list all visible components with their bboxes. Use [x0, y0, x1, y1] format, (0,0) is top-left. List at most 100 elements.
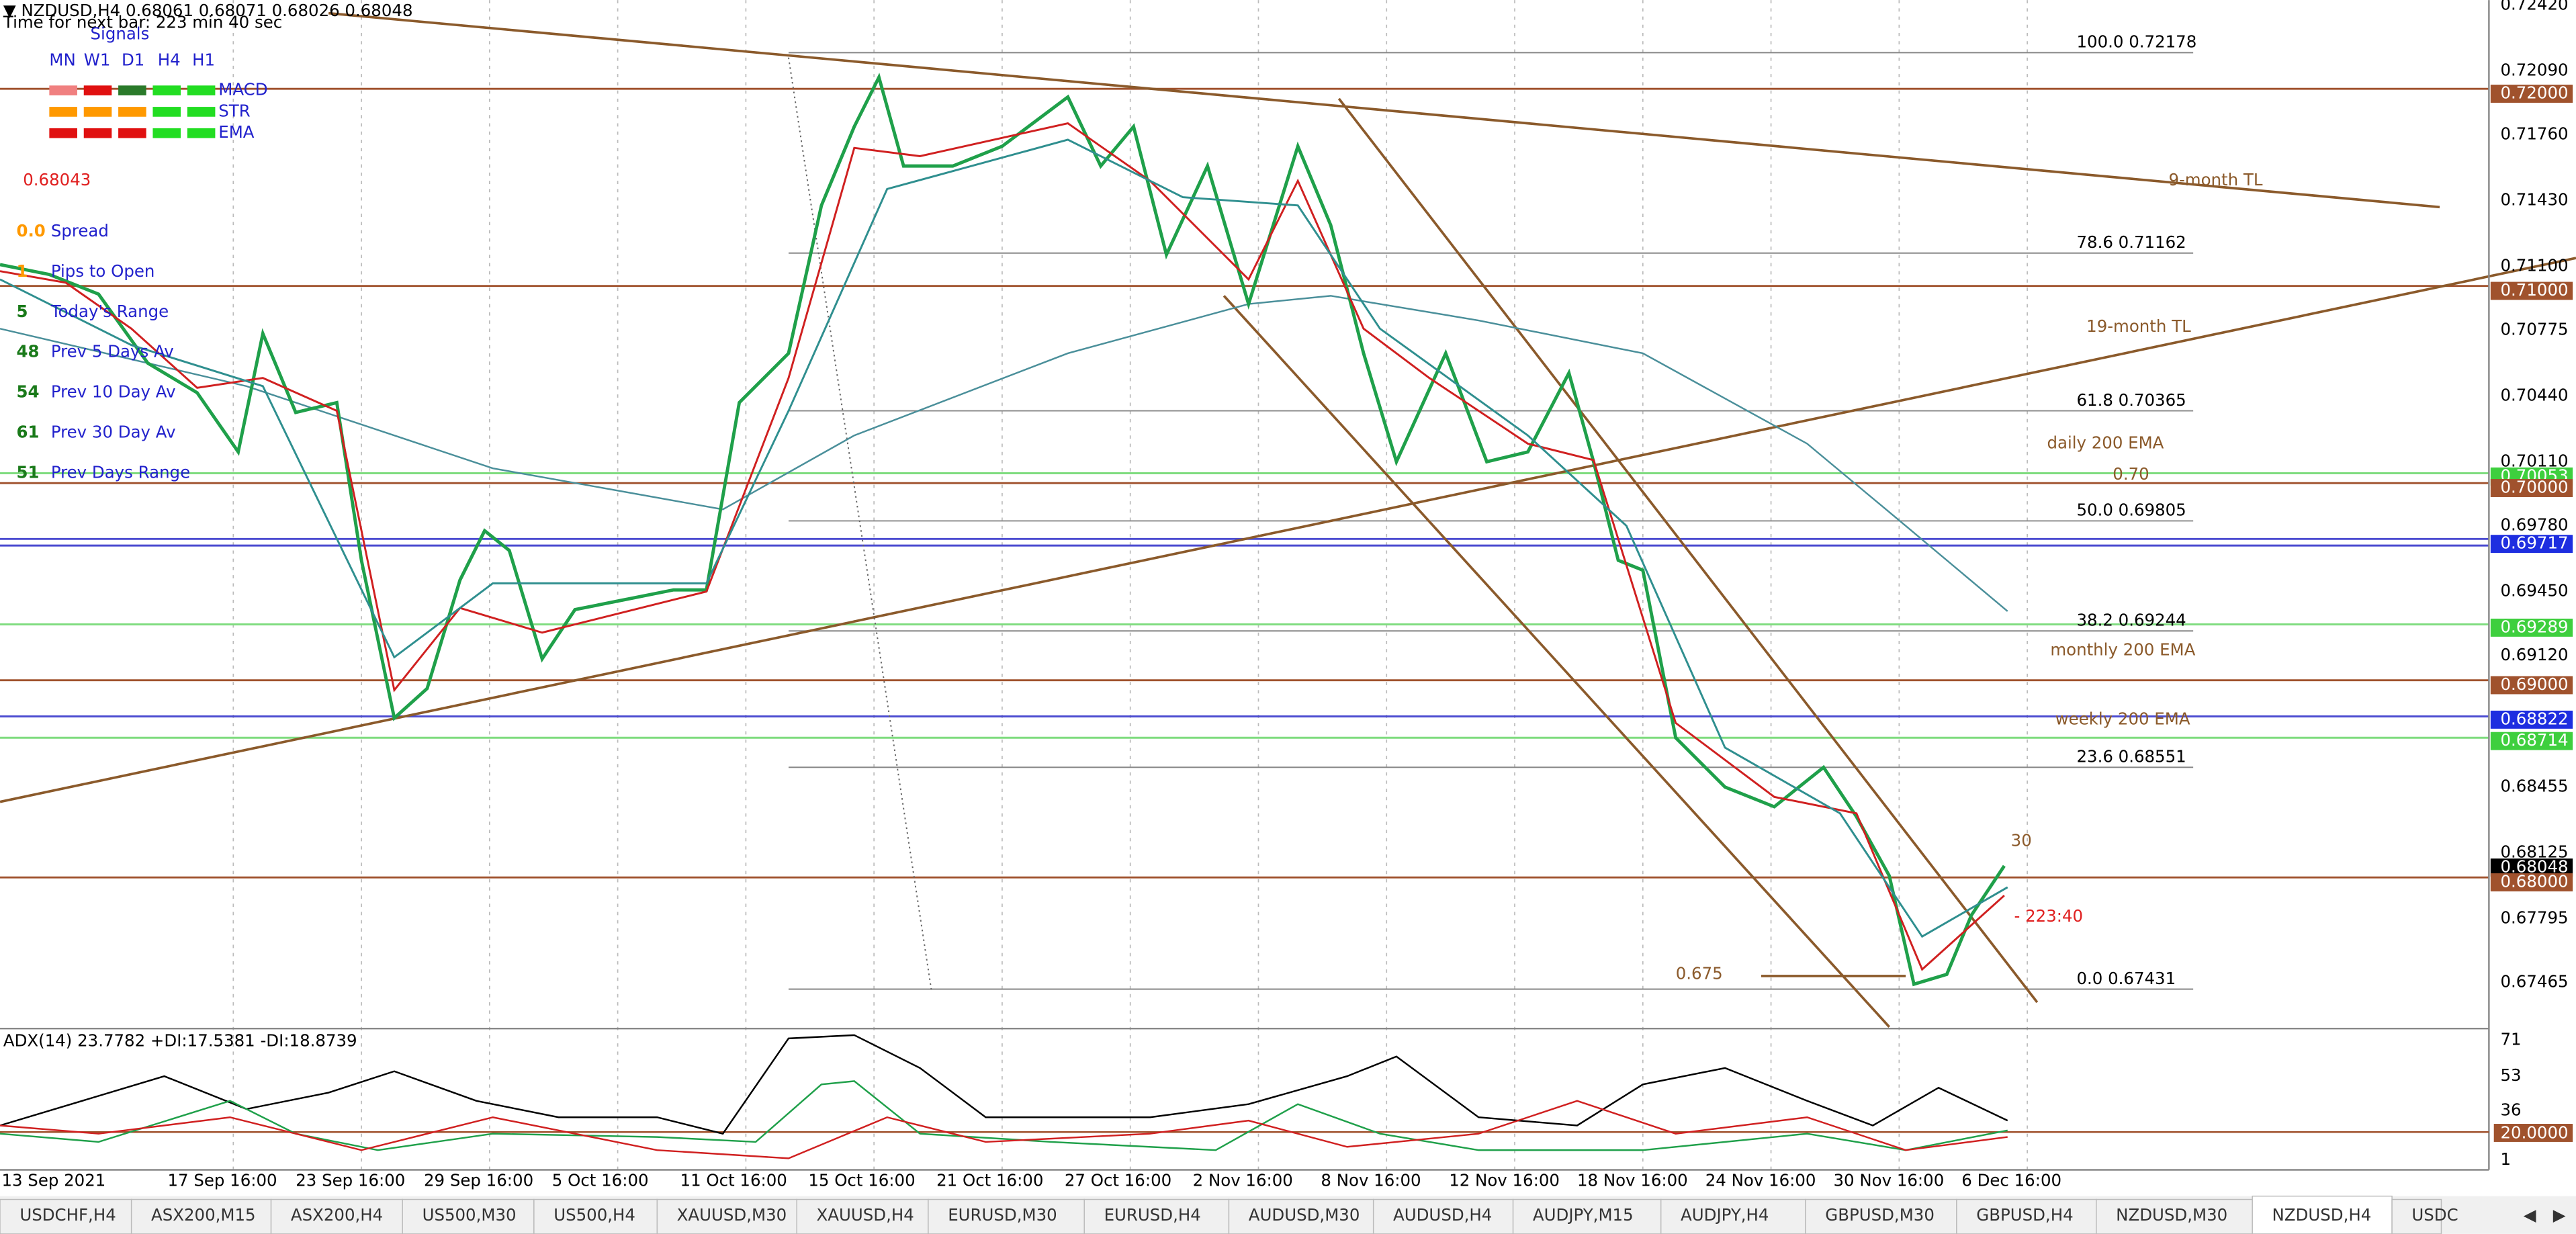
tab[interactable] [796, 1198, 929, 1234]
date-tick: 15 Oct 16:00 [808, 1171, 915, 1190]
tab[interactable] [1805, 1198, 1957, 1234]
adx-line [0, 1034, 2008, 1135]
info-label: Prev Days Range [51, 462, 190, 482]
date-tick: 8 Nov 16:00 [1321, 1171, 1421, 1190]
signal-cell [83, 128, 112, 138]
info-label: Pips to Open [51, 261, 155, 281]
price-tick: 0.67465 [2500, 972, 2568, 991]
info-label: Today's Range [50, 302, 169, 321]
annotation: 0.675 [1676, 963, 1723, 983]
signals-title: Signals [91, 24, 150, 43]
tab[interactable] [2391, 1198, 2442, 1234]
signal-cell [83, 85, 112, 95]
tab-label[interactable]: GBPUSD,H4 [1976, 1205, 2073, 1225]
date-tick: 27 Oct 16:00 [1065, 1171, 1171, 1190]
tab-label[interactable]: XAUUSD,M30 [677, 1205, 787, 1225]
date-tick: 2 Nov 16:00 [1193, 1171, 1293, 1190]
tab[interactable] [533, 1198, 658, 1234]
annotation: 0.70 [2113, 464, 2149, 484]
tab[interactable] [2096, 1198, 2253, 1234]
signal-cell [118, 85, 146, 95]
indicator-label: MACD [218, 80, 267, 99]
tab[interactable] [1512, 1198, 1662, 1234]
tab-label[interactable]: ASX200,H4 [291, 1205, 383, 1225]
symbol-line: ▼ NZDUSD,H4 0.68061 0.68071 0.68026 0.68… [3, 1, 413, 20]
price-tick: 0.70110 [2500, 451, 2568, 470]
info-value: 0.0 [16, 221, 45, 240]
level-box-label: 0.68714 [2500, 730, 2568, 750]
level-box-label: 0.68822 [2500, 709, 2568, 728]
indicator-label: STR [218, 101, 250, 120]
ema-slow [0, 138, 2008, 938]
price-tick: 0.70440 [2500, 386, 2568, 405]
trendline [1337, 97, 2039, 1004]
date-tick: 21 Oct 16:00 [936, 1171, 1043, 1190]
date-tick: 6 Dec 16:00 [1961, 1171, 2061, 1190]
price-tick: 0.69780 [2500, 515, 2568, 535]
tab-label[interactable]: US500,H4 [553, 1205, 635, 1225]
tab[interactable] [402, 1198, 535, 1234]
price-display: 0.68043 [23, 170, 91, 189]
tab-label[interactable]: NZDUSD,H4 [2272, 1205, 2372, 1225]
tab-label[interactable]: AUDJPY,H4 [1681, 1205, 1769, 1225]
level-box-label: 0.71000 [2500, 280, 2568, 300]
tab-label[interactable]: US500,M30 [423, 1205, 517, 1225]
level-box [2490, 85, 2573, 103]
tab-active[interactable] [2252, 1195, 2393, 1234]
tab[interactable] [270, 1198, 403, 1234]
tab-label[interactable]: GBPUSD,M30 [1825, 1205, 1935, 1225]
fib-label: 0.0 0.67431 [2076, 969, 2176, 988]
date-tick: 17 Sep 16:00 [167, 1171, 277, 1190]
level-box [2490, 281, 2573, 300]
price-tick: 0.71100 [2500, 255, 2568, 275]
level-box [2490, 479, 2573, 497]
tab-label[interactable]: NZDUSD,M30 [2116, 1205, 2227, 1225]
info-value: 51 [16, 462, 39, 482]
tab-label[interactable]: EURUSD,M30 [948, 1205, 1057, 1225]
tab-label[interactable]: USDCHF,H4 [19, 1205, 116, 1225]
tab[interactable] [1228, 1198, 1374, 1234]
level-box [2490, 873, 2573, 891]
tab[interactable] [928, 1198, 1085, 1234]
signal-cell [152, 128, 181, 138]
annotation: daily 200 EMA [2047, 433, 2164, 452]
tab-label[interactable]: AUDJPY,M15 [1533, 1205, 1634, 1225]
trendline [1223, 295, 1891, 1028]
annotation: 9-month TL [2168, 170, 2262, 189]
info-label: Prev 30 Day Av [51, 423, 176, 442]
tab-scroll-right[interactable]: ▶ [2553, 1205, 2566, 1225]
tab-label[interactable]: ASX200,M15 [151, 1205, 256, 1225]
fib-label: 100.0 0.72178 [2076, 32, 2196, 52]
tab-label[interactable]: EURUSD,H4 [1104, 1205, 1201, 1225]
signal-cell [187, 85, 216, 95]
tab-scroll-left[interactable]: ◀ [2524, 1205, 2536, 1225]
level-box-label: 0.69717 [2500, 533, 2568, 553]
tab[interactable] [1372, 1198, 1514, 1234]
date-tick: 18 Nov 16:00 [1577, 1171, 1688, 1190]
tab-label[interactable]: AUDUSD,H4 [1393, 1205, 1492, 1225]
tab-label[interactable]: AUDUSD,M30 [1249, 1205, 1360, 1225]
info-label: Prev 5 Days Av [51, 342, 174, 361]
timeframe-label: D1 [122, 50, 144, 70]
level-box [2490, 535, 2573, 554]
info-value: 61 [16, 423, 39, 442]
timeframe-label: H4 [158, 50, 181, 70]
timeframe-label: MN [49, 50, 75, 70]
tab[interactable] [1083, 1198, 1230, 1234]
timeframe-label: H1 [192, 50, 215, 70]
price-tick: 0.68125 [2500, 842, 2568, 861]
tab-label[interactable]: XAUUSD,H4 [817, 1205, 914, 1225]
date-tick: 13 Sep 2021 [1, 1171, 105, 1190]
annotation: monthly 200 EMA [2050, 640, 2195, 660]
fibonacci: 100.0 0.72178 78.6 0.71162 61.8 0.70365 50.… [788, 32, 2196, 990]
signal-cell [49, 107, 77, 117]
level-box-label: 0.70000 [2500, 478, 2568, 497]
level-box [2490, 710, 2573, 729]
level-box-label: 0.68000 [2500, 871, 2568, 891]
level-box-label: 0.68048 [2500, 856, 2568, 876]
tab-label[interactable]: USDC [2411, 1205, 2458, 1225]
level-box-label: 0.69289 [2500, 617, 2568, 636]
price-tick: 0.69120 [2500, 645, 2568, 664]
info-label: Prev 10 Day Av [51, 382, 176, 402]
signal-cell [49, 128, 77, 138]
